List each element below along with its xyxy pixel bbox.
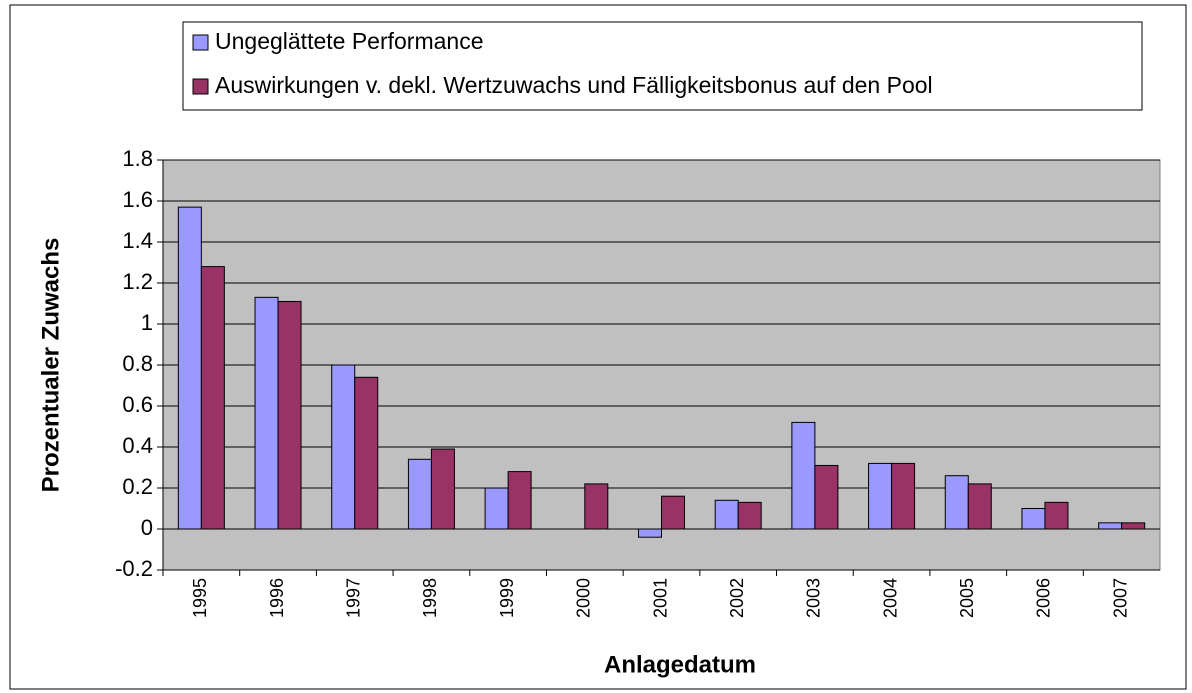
legend-swatch (192, 34, 209, 51)
bar (967, 483, 992, 530)
x-tick-label: 2006 (1034, 578, 1054, 618)
y-tick-label: 1.2 (122, 269, 153, 294)
bar (714, 499, 739, 530)
bar (868, 462, 893, 530)
x-tick-label: 2007 (1110, 578, 1130, 618)
bar (661, 495, 686, 530)
y-tick-label: 1.4 (122, 228, 153, 253)
x-tick-label: 2004 (880, 578, 900, 618)
y-tick-label: -0.2 (115, 556, 153, 581)
x-tick-label: 1998 (420, 578, 440, 618)
bar (584, 483, 609, 530)
bar (484, 487, 509, 530)
bar (331, 364, 356, 530)
y-tick-label: 0.2 (122, 474, 153, 499)
legend (182, 21, 1143, 111)
bar (430, 448, 455, 530)
bar (737, 501, 762, 530)
bar (637, 528, 663, 538)
bar (254, 296, 279, 530)
bar (200, 266, 225, 530)
x-tick-label: 1996 (267, 578, 287, 618)
y-tick-label: 0 (141, 515, 153, 540)
y-tick-label: 0.8 (122, 351, 153, 376)
x-tick-label: 2003 (804, 578, 824, 618)
y-tick-label: 0.6 (122, 392, 153, 417)
bar (1121, 522, 1146, 530)
bar (507, 471, 532, 530)
bar (1044, 501, 1069, 530)
y-axis-title: Prozentualer Zuwachs (37, 238, 64, 493)
legend-label: Auswirkungen v. dekl. Wertzuwachs und Fä… (215, 72, 933, 98)
bar (1098, 522, 1123, 530)
y-tick-label: 1.8 (122, 146, 153, 171)
legend-label: Ungeglättete Performance (215, 28, 484, 54)
x-tick-label: 2002 (727, 578, 747, 618)
x-tick-label: 1997 (343, 578, 363, 618)
bar (944, 475, 969, 530)
x-tick-label: 1999 (497, 578, 517, 618)
x-tick-label: 1995 (190, 578, 210, 618)
bar (277, 300, 302, 530)
y-tick-label: 1.6 (122, 187, 153, 212)
bar (354, 376, 379, 530)
bar (891, 462, 916, 530)
x-axis-title: Anlagedatum (604, 651, 756, 678)
y-tick-label: 0.4 (122, 433, 153, 458)
bar (814, 464, 839, 530)
x-tick-label: 2000 (574, 578, 594, 618)
x-tick-label: 2005 (957, 578, 977, 618)
bar (407, 458, 432, 530)
bar (791, 421, 816, 530)
x-tick-label: 2001 (650, 578, 670, 618)
bar (1021, 508, 1046, 530)
legend-swatch (192, 78, 209, 95)
y-tick-label: 1 (141, 310, 153, 335)
bar (177, 206, 202, 530)
